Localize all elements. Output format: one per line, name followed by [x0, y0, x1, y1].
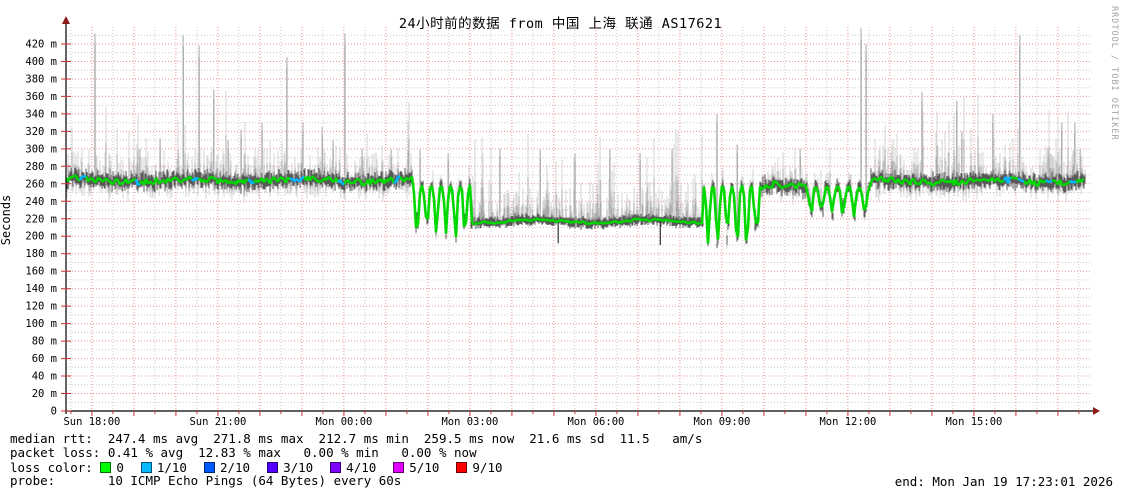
legend-item-label: 3/10: [283, 460, 314, 475]
svg-text:340 m: 340 m: [25, 108, 57, 120]
legend-swatch: [140, 462, 152, 473]
legend-item-label: 9/10: [472, 460, 503, 475]
svg-text:100 m: 100 m: [25, 318, 57, 330]
svg-text:Sun 21:00: Sun 21:00: [189, 416, 246, 428]
svg-text:Mon 03:00: Mon 03:00: [441, 416, 498, 428]
legend-item-5-10: 5/10: [393, 460, 439, 475]
loss-color-legend: loss color: 0 1/10 2/10 3/10 4/10 5/10 9/10: [10, 460, 520, 475]
legend-swatch: [330, 462, 342, 473]
svg-text:360 m: 360 m: [25, 91, 57, 103]
median-rtt-stats: median rtt: 247.4 ms avg 271.8 ms max 21…: [10, 431, 703, 446]
svg-text:Mon 12:00: Mon 12:00: [819, 416, 876, 428]
svg-text:200 m: 200 m: [25, 231, 57, 243]
svg-text:380 m: 380 m: [25, 74, 57, 86]
legend-item-label: 2/10: [219, 460, 251, 475]
svg-text:220 m: 220 m: [25, 213, 57, 225]
svg-text:60 m: 60 m: [32, 353, 57, 365]
svg-text:40 m: 40 m: [32, 371, 57, 383]
svg-text:400 m: 400 m: [25, 56, 57, 68]
legend-item-1-10: 1/10: [140, 460, 187, 475]
svg-text:180 m: 180 m: [25, 248, 57, 260]
svg-text:120 m: 120 m: [25, 301, 57, 313]
svg-text:420 m: 420 m: [25, 39, 57, 51]
legend-swatch: [393, 462, 405, 473]
svg-text:320 m: 320 m: [25, 126, 57, 138]
svg-text:260 m: 260 m: [25, 178, 57, 190]
svg-text:80 m: 80 m: [32, 336, 57, 348]
packet-loss-stats: packet loss: 0.41 % avg 12.83 % max 0.00…: [10, 445, 477, 460]
legend-swatch: [100, 462, 112, 473]
rrdtool-watermark: RRDTOOL / TOBI OETIKER: [1109, 6, 1119, 141]
svg-text:0: 0: [51, 406, 57, 418]
svg-text:Mon 00:00: Mon 00:00: [315, 416, 372, 428]
svg-text:Mon 09:00: Mon 09:00: [693, 416, 750, 428]
svg-text:240 m: 240 m: [25, 196, 57, 208]
svg-text:Mon 15:00: Mon 15:00: [945, 416, 1002, 428]
chart-title: 24小时前的数据 from 中国 上海 联通 AS17621: [398, 16, 723, 32]
legend-item-label: 5/10: [409, 460, 440, 475]
probe-info: probe: 10 ICMP Echo Pings (64 Bytes) eve…: [10, 473, 402, 488]
legend-swatch: [267, 462, 279, 473]
loss-color-label: loss color:: [10, 460, 101, 475]
svg-text:140 m: 140 m: [25, 283, 57, 295]
legend-swatch: [203, 462, 215, 473]
svg-text:Sun 18:00: Sun 18:00: [63, 416, 120, 428]
svg-text:300 m: 300 m: [25, 143, 57, 155]
svg-text:Mon 06:00: Mon 06:00: [567, 416, 624, 428]
legend-item-label: 1/10: [156, 460, 187, 475]
legend-item-0: 0: [100, 460, 124, 475]
legend-item-label: 0: [116, 460, 124, 475]
legend-item-4-10: 4/10: [330, 460, 376, 475]
legend-item-2-10: 2/10: [203, 460, 251, 475]
end-timestamp: end: Mon Jan 19 17:23:01 2026: [894, 474, 1113, 489]
loss-color-items: 0 1/10 2/10 3/10 4/10 5/10 9/10: [100, 460, 519, 475]
svg-text:20 m: 20 m: [32, 388, 57, 400]
legend-swatch: [456, 462, 468, 473]
legend-item-label: 4/10: [346, 460, 377, 475]
svg-text:160 m: 160 m: [25, 266, 57, 278]
legend-item-3-10: 3/10: [267, 460, 313, 475]
svg-text:280 m: 280 m: [25, 161, 57, 173]
legend-item-9-10: 9/10: [456, 460, 503, 475]
